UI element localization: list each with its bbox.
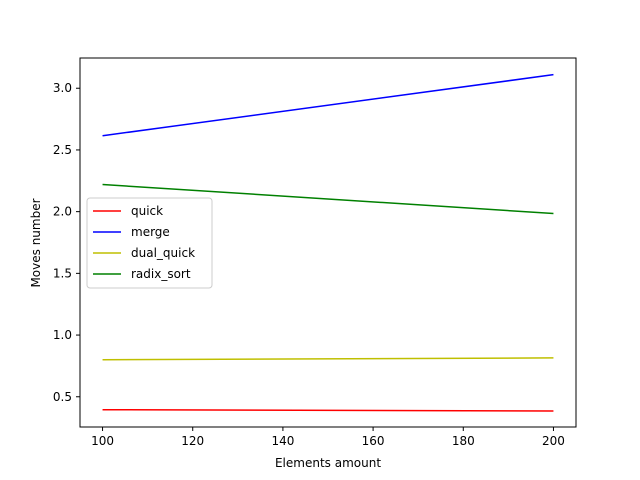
- y-axis-label: Moves number: [29, 198, 43, 287]
- legend-label-radix_sort: radix_sort: [131, 267, 191, 281]
- x-tick-label: 100: [91, 434, 114, 448]
- y-tick-label: 1.0: [53, 328, 72, 342]
- y-tick-label: 2.5: [53, 143, 72, 157]
- series-line-quick: [102, 408, 554, 412]
- x-axis-label: Elements amount: [275, 456, 381, 470]
- x-tick-label: 140: [271, 434, 294, 448]
- legend-label-merge: merge: [131, 225, 170, 239]
- y-tick-label: 3.0: [53, 81, 72, 95]
- series-line-dual_quick: [102, 357, 554, 361]
- x-tick-label: 160: [362, 434, 385, 448]
- legend-label-dual_quick: dual_quick: [131, 246, 195, 260]
- x-tick-label: 180: [452, 434, 475, 448]
- series-line-radix_sort: [102, 183, 554, 215]
- y-tick-label: 1.5: [53, 266, 72, 280]
- legend-label-quick: quick: [131, 204, 163, 218]
- y-tick-label: 2.0: [53, 205, 72, 219]
- x-tick-label: 200: [542, 434, 565, 448]
- plot-area: 100 120 140 160 180 200 0.5 1.0 1.5 2.0 2.5 3.0 quic…: [53, 57, 577, 448]
- x-tick-label: 120: [181, 434, 204, 448]
- legend-box: [86, 197, 213, 289]
- axes-frame: [79, 57, 577, 428]
- series-line-merge: [102, 73, 554, 137]
- y-tick-label: 0.5: [53, 390, 72, 404]
